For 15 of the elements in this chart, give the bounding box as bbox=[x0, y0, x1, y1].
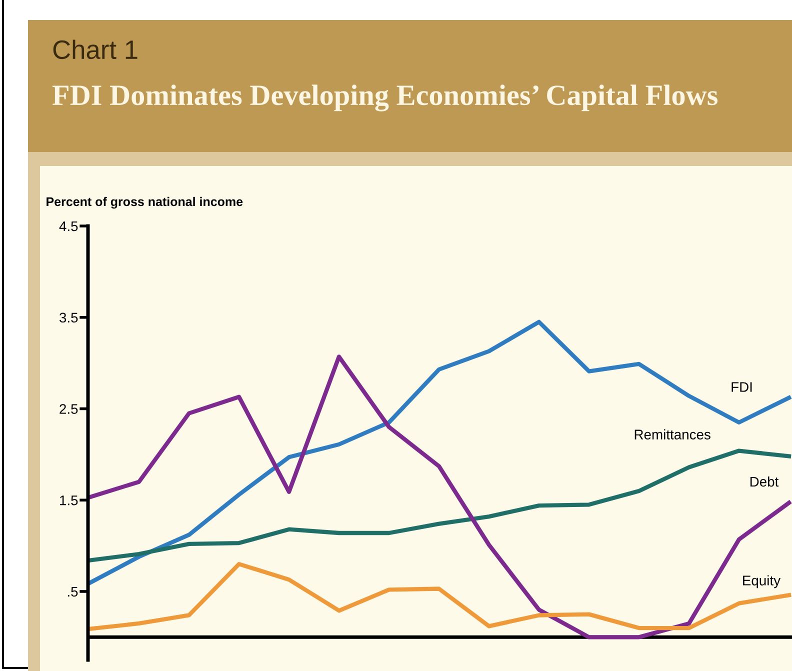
series-label: Equity bbox=[743, 575, 780, 588]
y-tick-label: 1.5 bbox=[60, 496, 78, 506]
line-series bbox=[88, 448, 792, 562]
series-label: Debt bbox=[750, 476, 779, 487]
y-axis-title: Percent of gross national income bbox=[46, 196, 243, 209]
y-tick-label: 4.5 bbox=[59, 221, 78, 232]
y-tick-label: 2.5 bbox=[60, 404, 78, 414]
line-series bbox=[88, 562, 792, 632]
y-tick-label: 3.5 bbox=[60, 312, 78, 323]
series-label: FDI bbox=[732, 382, 752, 392]
series-label: Remittances bbox=[634, 429, 710, 440]
chart-subtitle: Chart 1 bbox=[53, 40, 138, 60]
y-tick-label: .5 bbox=[68, 586, 78, 597]
chart-title: FDI Dominates Developing Economies’ Capital Flows bbox=[52, 84, 718, 112]
line-series bbox=[88, 354, 792, 640]
